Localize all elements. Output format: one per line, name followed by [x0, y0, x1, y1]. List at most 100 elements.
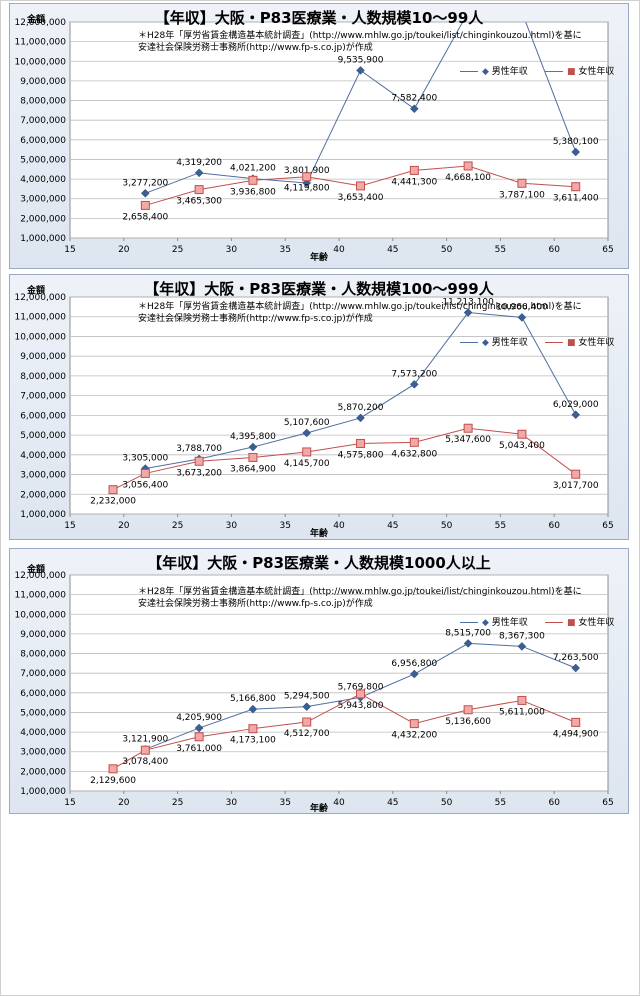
y-tick-label: 5,000,000	[20, 155, 66, 165]
data-point-male	[248, 442, 258, 452]
data-point-female	[463, 423, 473, 433]
data-point-female	[409, 719, 419, 729]
y-tick-label: 6,000,000	[20, 136, 66, 146]
data-point-male	[517, 313, 527, 322]
x-tick-label: 15	[64, 245, 75, 255]
data-label: 3,761,000	[176, 744, 222, 754]
data-point-male	[409, 379, 419, 389]
data-label: 5,611,000	[499, 707, 545, 717]
legend-label-female: 女性年収	[578, 618, 615, 628]
data-label: 3,078,400	[122, 757, 168, 767]
y-tick-label: 6,000,000	[20, 689, 66, 699]
chart-title: 【年収】大阪・P83医療業・人数規模1000人以上	[147, 554, 491, 572]
data-point-female	[356, 438, 366, 448]
data-label: 4,173,100	[230, 736, 276, 746]
data-point-female	[517, 695, 527, 705]
plot-area	[69, 296, 609, 515]
x-tick-label: 30	[226, 798, 238, 808]
x-tick-label: 50	[441, 798, 453, 808]
data-point-female	[248, 175, 258, 185]
source-note: ＊H28年「厚労省賃金構造基本統計調査」(http://www.mhlw.go.…	[138, 302, 582, 312]
data-point-female	[571, 717, 581, 727]
data-label: 5,380,100	[553, 137, 599, 147]
chart-panel-3: 1,000,000 2,000,000 3,000,000 4,000,000 5,00…	[9, 548, 629, 814]
data-label: 11,213,100	[442, 298, 494, 308]
x-tick-label: 45	[387, 521, 398, 531]
y-tick-label: 11,000,000	[14, 38, 66, 48]
x-tick-label: 65	[602, 521, 613, 531]
x-tick-label: 15	[64, 521, 75, 531]
x-tick-label: 55	[495, 798, 506, 808]
data-label: 4,494,900	[553, 729, 599, 739]
y-tick-label: 4,000,000	[20, 451, 66, 461]
data-point-female	[140, 468, 150, 478]
data-point-female	[194, 456, 204, 466]
y-tick-label: 2,000,000	[20, 490, 66, 500]
legend-line-female	[545, 622, 563, 623]
y-tick-label: 12,000,000	[14, 571, 66, 581]
data-point-male	[409, 669, 419, 679]
data-point-male	[463, 308, 473, 317]
data-label: 4,575,800	[338, 450, 384, 460]
data-point-male	[409, 104, 419, 114]
y-tick-label: 8,000,000	[20, 650, 66, 660]
data-point-female	[463, 161, 473, 171]
y-tick-label: 12,000,000	[14, 18, 66, 28]
data-point-female	[356, 181, 366, 191]
legend-male: ◆ 男性年収	[460, 64, 528, 77]
y-tick-label: 1,000,000	[20, 234, 66, 244]
source-note: 安達社会保険労務士事務所(http://www.fp-s.co.jp)が作成	[138, 43, 373, 53]
y-tick-label: 9,000,000	[20, 352, 66, 362]
data-label: 4,512,700	[284, 729, 330, 739]
data-label: 4,668,100	[445, 173, 491, 183]
data-label: 2,129,600	[90, 776, 136, 786]
data-point-male	[571, 147, 581, 157]
data-label: 4,441,300	[391, 177, 437, 187]
data-label: 3,653,400	[338, 193, 384, 203]
plot-area	[69, 574, 609, 792]
y-axis-label: 金額	[27, 15, 46, 25]
line-female	[112, 693, 576, 770]
data-label: 7,573,200	[391, 369, 437, 379]
data-point-male	[571, 663, 581, 673]
y-tick-label: 5,000,000	[20, 708, 66, 718]
data-point-female	[463, 705, 473, 715]
data-point-female	[140, 745, 150, 755]
x-tick-label: 60	[548, 245, 560, 255]
x-tick-label: 15	[64, 798, 75, 808]
y-tick-label: 11,000,000	[14, 591, 66, 601]
y-tick-label: 7,000,000	[20, 116, 66, 126]
data-point-female	[302, 172, 312, 182]
x-axis-label: 年齢	[310, 529, 329, 539]
data-label: 3,788,700	[176, 444, 222, 454]
data-point-male	[194, 168, 204, 178]
diamond-marker-icon: ◆	[482, 338, 489, 348]
y-tick-label: 7,000,000	[20, 392, 66, 402]
x-tick-label: 60	[548, 521, 560, 531]
x-tick-label: 55	[495, 521, 506, 531]
data-label: 3,864,900	[230, 464, 276, 474]
x-tick-label: 50	[441, 245, 453, 255]
y-axis-label: 金額	[27, 565, 46, 575]
y-tick-label: 7,000,000	[20, 669, 66, 679]
chart-svg: 1,000,000 2,000,000 3,000,000 4,000,000 5,00…	[14, 293, 613, 531]
x-tick-label: 25	[172, 521, 183, 531]
data-point-male	[517, 641, 527, 651]
x-tick-label: 40	[333, 798, 345, 808]
square-marker-icon: ■	[567, 618, 576, 628]
data-point-female	[108, 764, 118, 774]
y-tick-label: 10,000,000	[14, 57, 66, 67]
y-tick-label: 3,000,000	[20, 748, 66, 758]
data-label: 5,166,800	[230, 694, 276, 704]
legend-label-female: 女性年収	[578, 338, 615, 348]
data-label: 10,966,400	[496, 302, 548, 312]
x-axis-label: 年齢	[310, 804, 329, 814]
line-female	[112, 427, 577, 491]
data-label: 8,515,700	[445, 628, 491, 638]
legend-label-male: 男性年収	[491, 67, 528, 77]
data-point-male	[248, 704, 258, 714]
data-point-male	[302, 702, 312, 712]
x-tick-label: 40	[333, 521, 345, 531]
y-tick-label: 9,000,000	[20, 77, 66, 87]
data-label: 5,870,200	[338, 403, 384, 413]
